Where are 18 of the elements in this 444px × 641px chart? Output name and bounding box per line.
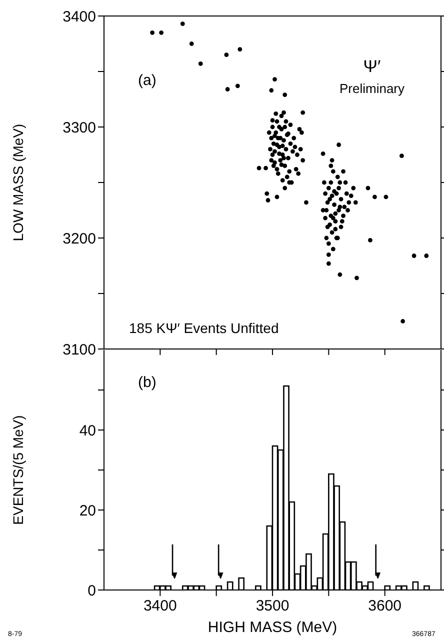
x-axis-title: HIGH MASS (MeV) — [208, 619, 338, 636]
y-axis-title: LOW MASS (MeV) — [10, 124, 26, 242]
x-tick-label: 3600 — [368, 598, 402, 615]
y-tick-label: 0 — [88, 582, 96, 600]
x-tick-label: 3400 — [143, 598, 177, 615]
annotation: Ψ′ — [362, 57, 382, 76]
x-tick-label: 3500 — [256, 598, 290, 615]
annotation: (a) — [138, 72, 156, 89]
y-tick-label: 3300 — [62, 119, 96, 136]
y-tick-label: 20 — [79, 502, 96, 520]
y-tick-label: 3100 — [62, 341, 96, 358]
y-tick-label: 3400 — [62, 8, 96, 26]
y-tick-label: 40 — [79, 422, 96, 440]
annotation: Preliminary — [338, 81, 406, 96]
y-axis-title: EVENTS/(5 MeV) — [10, 415, 26, 525]
y-tick-label: 3200 — [62, 230, 96, 248]
annotation: 185 KΨ′ Events Unfitted — [129, 320, 279, 336]
annotation: (b) — [138, 374, 156, 391]
